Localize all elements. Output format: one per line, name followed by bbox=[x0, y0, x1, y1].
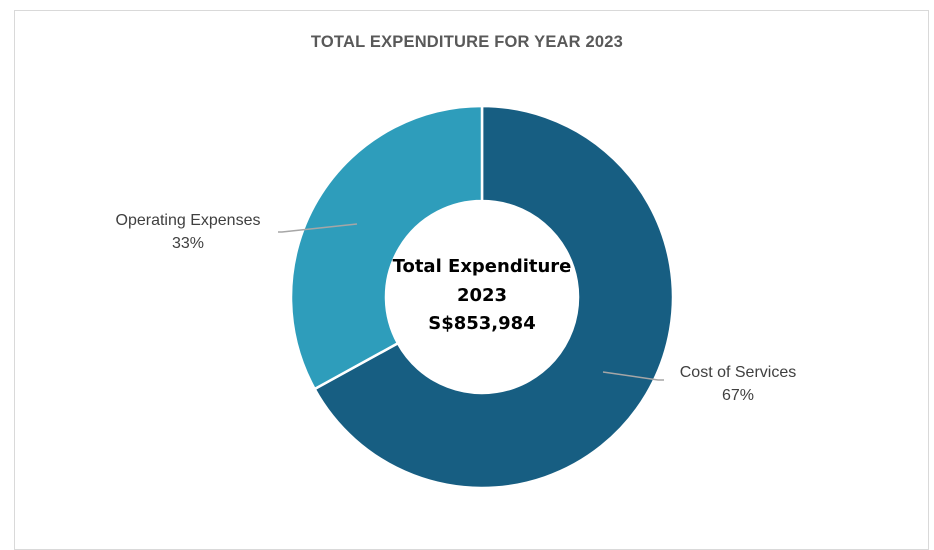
donut-chart: Total Expenditure 2023 S$853,984 Operati… bbox=[116, 104, 796, 490]
leader-line-operating-expenses bbox=[278, 223, 358, 233]
donut-slice-operating-expenses bbox=[289, 104, 484, 391]
donut-slice-cost-of-services bbox=[312, 104, 675, 490]
chart-title: TOTAL EXPENDITURE FOR YEAR 2023 bbox=[310, 33, 624, 51]
center-text-title: Total Expenditure bbox=[393, 256, 572, 277]
slice-percent-operating-expenses: 33% bbox=[172, 235, 204, 252]
center-text-year: 2023 bbox=[457, 285, 507, 306]
slice-label-operating-expenses: Operating Expenses bbox=[116, 212, 261, 229]
leader-line-cost-of-services bbox=[602, 371, 664, 381]
center-text: Total Expenditure 2023 S$853,984 bbox=[393, 256, 572, 334]
slice-label-cost-of-services: Cost of Services bbox=[680, 364, 796, 381]
donut-slices bbox=[289, 104, 675, 490]
slice-percent-cost-of-services: 67% bbox=[722, 387, 754, 404]
center-text-total: S$853,984 bbox=[428, 313, 535, 334]
